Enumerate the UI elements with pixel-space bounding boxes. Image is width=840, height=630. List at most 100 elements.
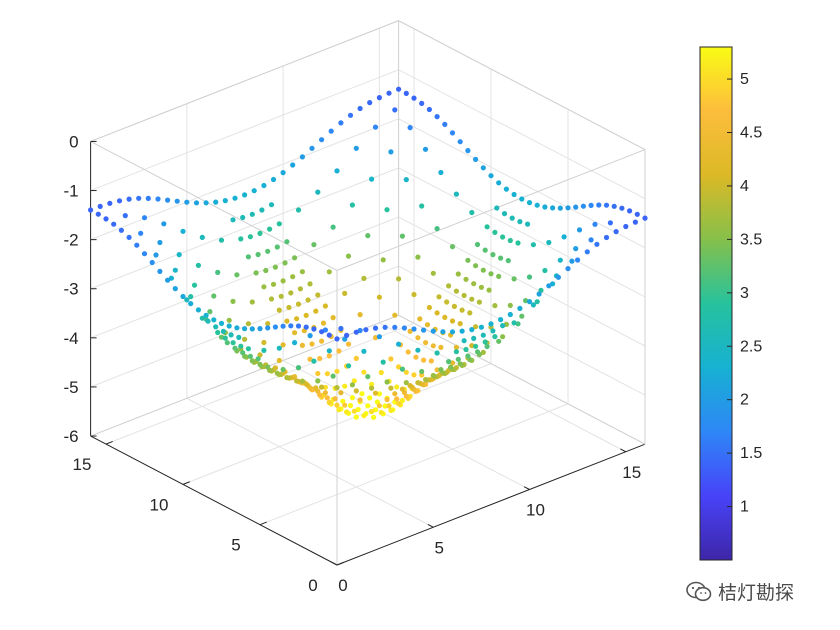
data-point — [459, 328, 465, 334]
data-point — [455, 271, 461, 277]
data-point — [342, 402, 348, 408]
y-tick-label: 5 — [231, 536, 240, 555]
data-point — [353, 355, 359, 361]
data-point — [174, 198, 180, 204]
x-tick-mark — [620, 448, 626, 453]
data-point — [205, 318, 211, 324]
data-point — [449, 244, 456, 250]
data-point — [272, 264, 278, 270]
data-point — [405, 349, 411, 355]
data-point — [326, 348, 332, 354]
data-points — [88, 86, 648, 420]
data-point — [453, 288, 459, 294]
data-point — [149, 259, 155, 266]
x-tick-label: 15 — [622, 463, 641, 482]
data-point — [392, 107, 398, 113]
data-point — [376, 294, 382, 300]
data-point — [88, 207, 94, 213]
data-point — [290, 162, 296, 168]
data-point — [388, 356, 394, 362]
data-point — [478, 284, 484, 290]
data-point — [534, 299, 540, 305]
data-point — [500, 323, 506, 329]
data-point — [274, 244, 280, 250]
data-point — [388, 407, 394, 413]
data-point — [488, 321, 494, 327]
data-point — [534, 202, 540, 208]
data-point — [396, 364, 402, 370]
data-point — [449, 318, 456, 324]
data-point — [417, 316, 423, 322]
data-point — [473, 324, 479, 330]
data-point — [446, 283, 452, 289]
data-point — [542, 267, 548, 274]
data-point — [488, 173, 494, 179]
data-point — [517, 305, 523, 311]
data-point — [361, 413, 367, 419]
data-point — [220, 328, 226, 334]
data-point — [242, 192, 248, 198]
grid-line — [90, 314, 646, 445]
data-point — [345, 253, 352, 259]
data-point — [421, 357, 427, 363]
data-point — [396, 276, 402, 282]
data-point — [353, 414, 359, 420]
data-point — [295, 207, 302, 213]
data-point — [434, 310, 440, 316]
data-point — [376, 95, 382, 101]
data-point — [480, 332, 486, 338]
data-point — [424, 322, 431, 328]
data-point — [465, 148, 471, 154]
data-point — [265, 321, 271, 327]
data-point — [224, 340, 230, 346]
data-point — [303, 324, 309, 330]
data-point — [245, 321, 251, 327]
data-point — [473, 156, 479, 162]
data-point — [247, 353, 253, 359]
x-tick-mark — [427, 523, 434, 528]
data-point — [228, 332, 234, 338]
z-tick-label: -3 — [63, 280, 78, 299]
data-point — [278, 293, 284, 299]
colorbar: 5 4.5 4 3.5 3 2.5 2 1.5 1 — [699, 46, 762, 561]
data-point — [392, 312, 398, 318]
data-point — [492, 334, 498, 340]
colorbar-tick-label: 4 — [740, 178, 749, 195]
data-point — [478, 324, 484, 330]
data-point — [453, 191, 459, 197]
data-point — [351, 408, 357, 414]
data-point — [565, 266, 571, 272]
data-point — [261, 182, 267, 189]
data-point — [315, 189, 321, 195]
data-point — [453, 349, 459, 355]
data-point — [492, 229, 498, 235]
data-point — [213, 199, 219, 205]
data-point — [388, 385, 394, 391]
data-point — [561, 234, 567, 240]
data-point — [145, 195, 151, 201]
data-point — [426, 304, 432, 311]
data-point — [299, 269, 305, 275]
data-point — [319, 329, 325, 335]
data-point — [95, 211, 101, 217]
y-tick-mark — [182, 481, 190, 485]
data-point — [311, 242, 317, 248]
data-point — [276, 307, 282, 313]
data-point — [238, 236, 244, 242]
data-point — [519, 313, 525, 319]
data-point — [603, 202, 610, 208]
data-point — [157, 239, 163, 246]
data-point — [384, 396, 390, 403]
data-point — [480, 267, 486, 273]
data-point — [511, 191, 517, 198]
data-point — [165, 197, 171, 203]
data-point — [222, 335, 228, 341]
data-point — [294, 378, 300, 384]
data-point — [276, 221, 282, 227]
data-point — [632, 219, 639, 225]
data-point — [334, 168, 340, 174]
data-point — [365, 403, 371, 409]
data-point — [378, 369, 384, 376]
data-point — [492, 303, 498, 309]
data-point — [451, 303, 457, 309]
